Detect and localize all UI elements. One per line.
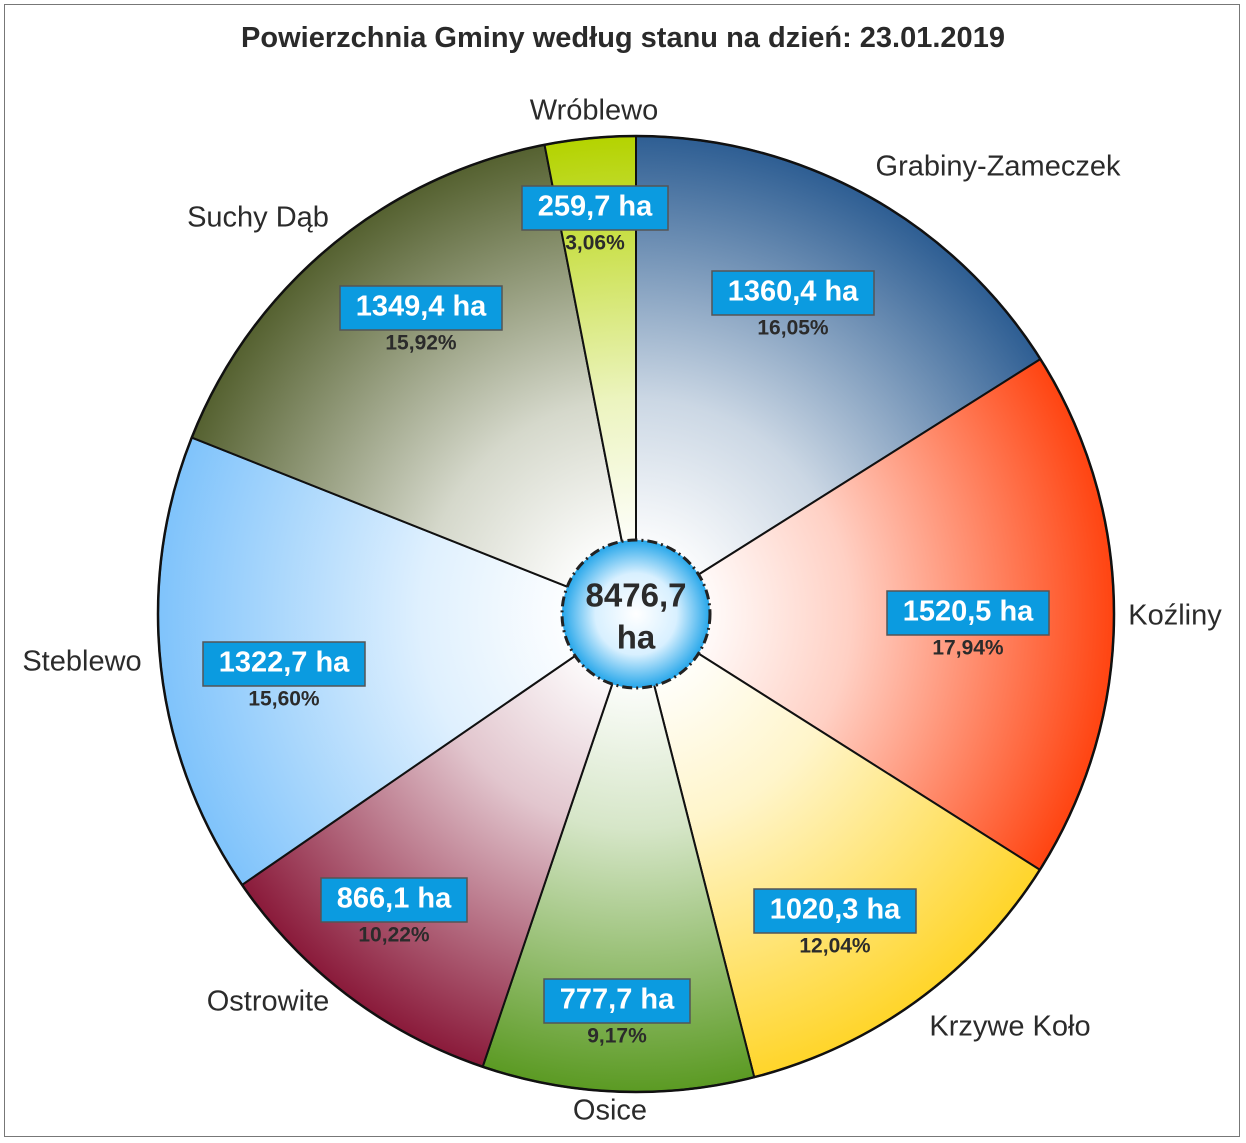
value-box-krzywe-kolo bbox=[753, 888, 917, 934]
chart-title: Powierzchnia Gminy według stanu na dzień… bbox=[241, 22, 1005, 54]
percent-label-osice: 9,17% bbox=[587, 1025, 647, 1048]
percent-label-ostrowite: 10,22% bbox=[358, 924, 430, 947]
value-label-ostrowite: 866,1 ha bbox=[337, 883, 452, 915]
category-label-kozliny: Koźliny bbox=[1128, 600, 1222, 632]
total-disc bbox=[560, 538, 712, 690]
category-label-wroblewo: Wróblewo bbox=[530, 95, 658, 127]
total-value: 8476,7 bbox=[586, 577, 687, 614]
category-label-osice: Osice bbox=[573, 1095, 647, 1127]
value-box-ostrowite bbox=[320, 877, 468, 923]
category-label-steblewo: Steblewo bbox=[22, 646, 141, 678]
percent-label-krzywe-kolo: 12,04% bbox=[799, 935, 871, 958]
category-label-krzywe-kolo: Krzywe Koło bbox=[929, 1011, 1090, 1043]
value-label-kozliny: 1520,5 ha bbox=[903, 596, 1034, 628]
value-label-steblewo: 1322,7 ha bbox=[219, 647, 350, 679]
pie-outline bbox=[156, 134, 1116, 1094]
value-label-grabiny-zameczek: 1360,4 ha bbox=[728, 276, 859, 308]
category-label-grabiny-zameczek: Grabiny-Zameczek bbox=[876, 151, 1121, 183]
total-unit: ha bbox=[617, 619, 656, 656]
value-box-kozliny bbox=[886, 590, 1050, 636]
percent-label-kozliny: 17,94% bbox=[932, 637, 1004, 660]
value-label-krzywe-kolo: 1020,3 ha bbox=[770, 894, 901, 926]
value-box-steblewo bbox=[202, 641, 366, 687]
value-box-osice bbox=[543, 978, 691, 1024]
value-label-wroblewo: 259,7 ha bbox=[538, 191, 653, 223]
value-label-osice: 777,7 ha bbox=[560, 984, 675, 1016]
percent-label-grabiny-zameczek: 16,05% bbox=[757, 317, 829, 340]
value-box-grabiny-zameczek bbox=[711, 270, 875, 316]
percent-label-suchy-dab: 15,92% bbox=[385, 332, 457, 355]
value-box-wroblewo bbox=[521, 185, 669, 231]
value-label-suchy-dab: 1349,4 ha bbox=[356, 291, 487, 323]
percent-label-wroblewo: 3,06% bbox=[565, 232, 625, 255]
percent-label-steblewo: 15,60% bbox=[248, 688, 320, 711]
value-box-suchy-dab bbox=[339, 285, 503, 331]
category-label-suchy-dab: Suchy Dąb bbox=[187, 202, 329, 234]
category-label-ostrowite: Ostrowite bbox=[207, 986, 329, 1018]
